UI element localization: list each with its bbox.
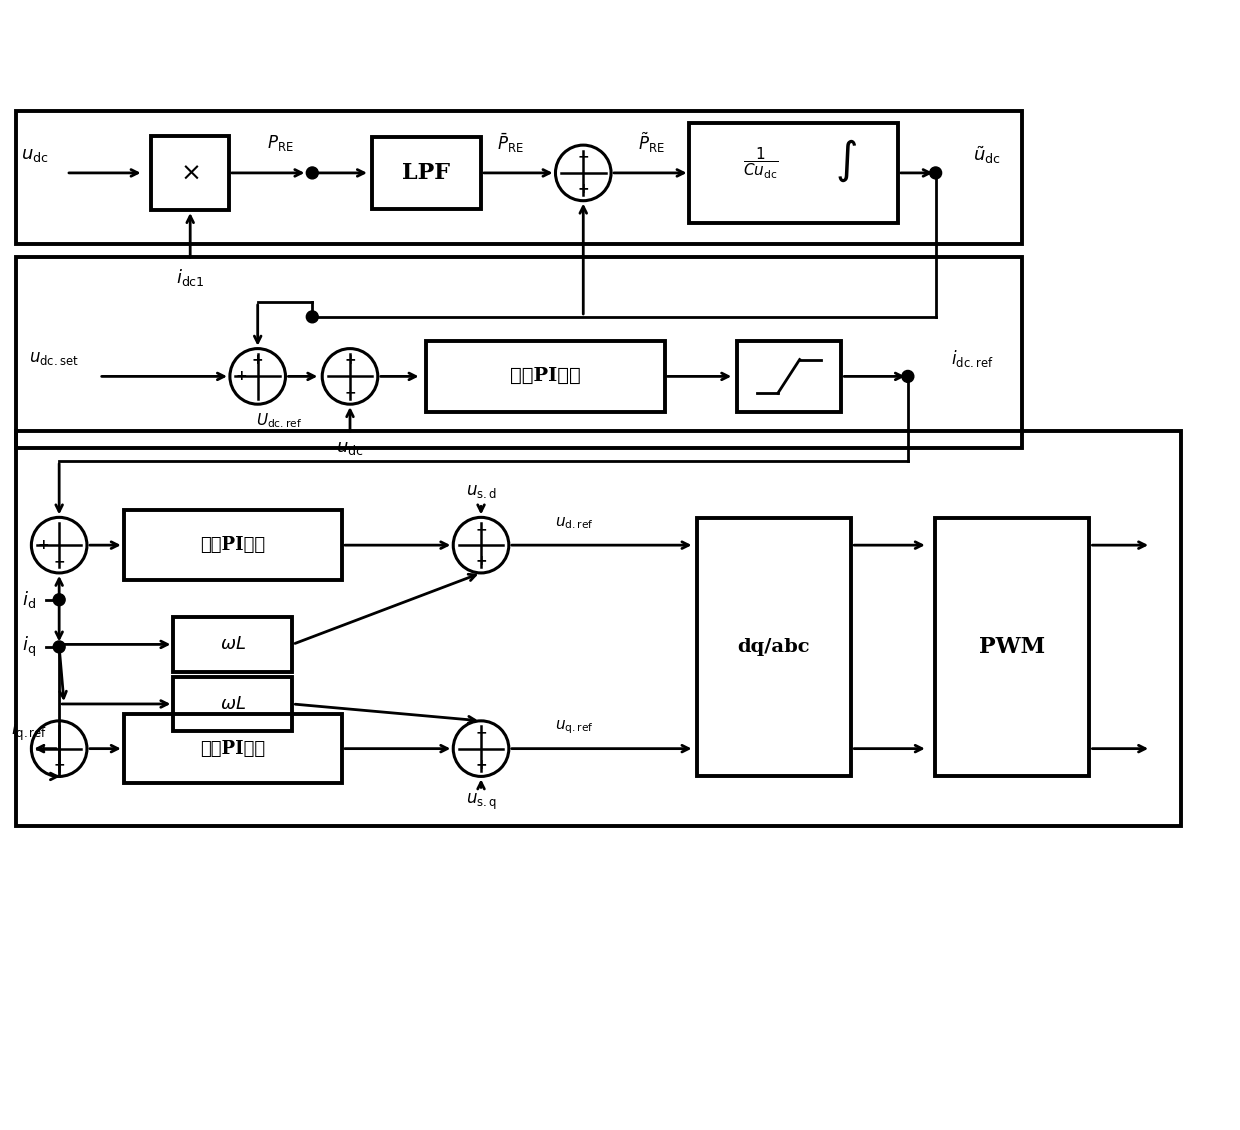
Bar bbox=[689, 123, 898, 223]
Text: 电流PI控制: 电流PI控制 bbox=[201, 740, 265, 757]
Text: dq/abc: dq/abc bbox=[738, 638, 810, 655]
Bar bbox=[174, 617, 293, 671]
Circle shape bbox=[306, 311, 319, 323]
Text: −: − bbox=[578, 150, 589, 164]
Text: $\dfrac{1}{Cu_{\rm dc}}$: $\dfrac{1}{Cu_{\rm dc}}$ bbox=[743, 146, 779, 181]
Text: $u_{\rm s.q}$: $u_{\rm s.q}$ bbox=[465, 792, 496, 812]
Text: +: + bbox=[37, 538, 48, 553]
Text: $u_{\rm dc}$: $u_{\rm dc}$ bbox=[21, 146, 48, 164]
Bar bbox=[697, 518, 851, 776]
Text: +: + bbox=[236, 370, 248, 383]
Text: $u_{\rm d.ref}$: $u_{\rm d.ref}$ bbox=[556, 515, 594, 531]
Text: 电压PI控制: 电压PI控制 bbox=[510, 367, 580, 385]
Text: $u_{\rm s.d}$: $u_{\rm s.d}$ bbox=[465, 483, 496, 501]
Bar bbox=[174, 677, 293, 731]
Text: +: + bbox=[475, 758, 487, 772]
Bar bbox=[16, 258, 1022, 447]
Text: $\bar{P}_{\rm RE}$: $\bar{P}_{\rm RE}$ bbox=[497, 131, 525, 155]
Text: −: − bbox=[475, 725, 487, 739]
Bar bbox=[124, 714, 342, 783]
Text: −: − bbox=[345, 385, 356, 400]
Bar bbox=[935, 518, 1089, 776]
Bar bbox=[16, 431, 1180, 826]
Circle shape bbox=[930, 167, 941, 179]
Text: $u_{\rm dc.set}$: $u_{\rm dc.set}$ bbox=[30, 350, 79, 367]
Text: +: + bbox=[345, 354, 356, 367]
Text: $u_{\rm dc}$: $u_{\rm dc}$ bbox=[336, 438, 363, 457]
Text: $i_{\rm q}$: $i_{\rm q}$ bbox=[22, 635, 36, 659]
Bar bbox=[737, 340, 841, 412]
Text: +: + bbox=[475, 555, 487, 568]
Circle shape bbox=[306, 167, 319, 179]
Bar bbox=[151, 136, 229, 210]
Text: +: + bbox=[37, 741, 48, 756]
Text: LPF: LPF bbox=[403, 162, 450, 184]
Text: $P_{\rm RE}$: $P_{\rm RE}$ bbox=[267, 133, 294, 154]
Bar bbox=[124, 511, 342, 580]
Text: $i_{\rm dc.ref}$: $i_{\rm dc.ref}$ bbox=[951, 348, 993, 370]
Text: $\tilde{P}_{\rm RE}$: $\tilde{P}_{\rm RE}$ bbox=[639, 131, 665, 155]
Text: $\int$: $\int$ bbox=[836, 138, 857, 184]
Text: $i_{\rm d}$: $i_{\rm d}$ bbox=[22, 589, 36, 610]
Text: −: − bbox=[53, 555, 64, 568]
Circle shape bbox=[53, 593, 66, 606]
Bar bbox=[372, 137, 481, 209]
Text: $\times$: $\times$ bbox=[181, 160, 200, 185]
Text: $U_{\rm dc.ref}$: $U_{\rm dc.ref}$ bbox=[257, 411, 303, 431]
Text: $u_{\rm q.ref}$: $u_{\rm q.ref}$ bbox=[556, 718, 594, 736]
Text: $\omega L$: $\omega L$ bbox=[219, 635, 246, 653]
Text: +: + bbox=[252, 354, 264, 367]
Text: −: − bbox=[53, 758, 64, 772]
Text: 电流PI控制: 电流PI控制 bbox=[201, 536, 265, 554]
Text: $i_{\rm q.ref}$: $i_{\rm q.ref}$ bbox=[11, 719, 47, 742]
Bar bbox=[427, 340, 665, 412]
Text: $\tilde{u}_{\rm dc}$: $\tilde{u}_{\rm dc}$ bbox=[973, 145, 1001, 166]
Circle shape bbox=[53, 641, 66, 653]
Text: $i_{\rm dc1}$: $i_{\rm dc1}$ bbox=[176, 267, 205, 288]
Text: −: − bbox=[475, 522, 487, 536]
Text: +: + bbox=[578, 182, 589, 195]
Circle shape bbox=[901, 371, 914, 382]
Text: $\omega L$: $\omega L$ bbox=[219, 695, 246, 713]
Text: PWM: PWM bbox=[980, 636, 1045, 658]
Bar bbox=[16, 112, 1022, 244]
